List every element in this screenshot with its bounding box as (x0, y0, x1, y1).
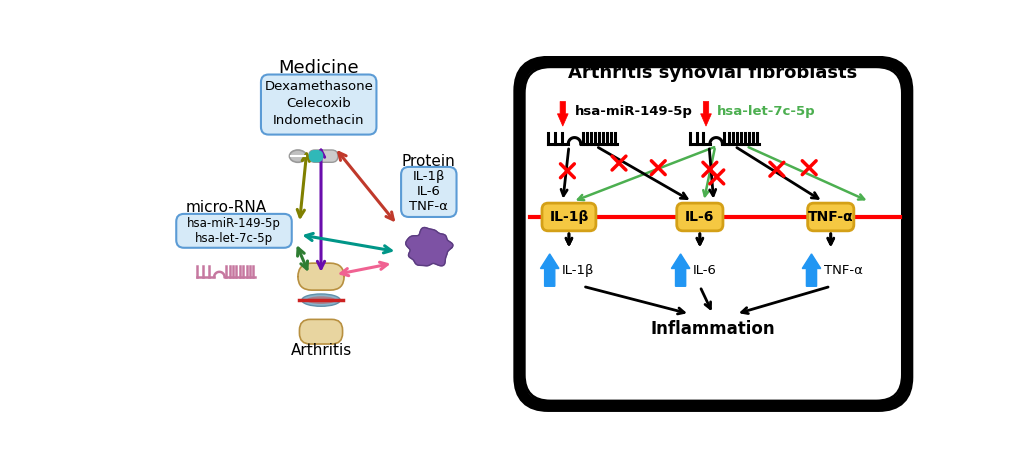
Text: TNF-α: TNF-α (807, 210, 853, 224)
Polygon shape (700, 101, 710, 126)
Polygon shape (406, 227, 452, 266)
FancyBboxPatch shape (261, 75, 376, 134)
Ellipse shape (306, 296, 335, 304)
Polygon shape (671, 254, 689, 286)
Text: hsa-miR-149-5p: hsa-miR-149-5p (575, 105, 692, 118)
FancyBboxPatch shape (309, 150, 323, 163)
Text: IL-6: IL-6 (685, 210, 714, 224)
FancyBboxPatch shape (300, 319, 342, 344)
FancyBboxPatch shape (807, 203, 853, 231)
FancyBboxPatch shape (541, 203, 595, 231)
Ellipse shape (289, 150, 306, 163)
Text: Inflammation: Inflammation (650, 320, 774, 339)
Ellipse shape (302, 294, 340, 306)
Text: Celecoxib: Celecoxib (286, 97, 351, 110)
Text: IL-6: IL-6 (417, 185, 440, 198)
Text: IL-1β: IL-1β (412, 170, 444, 183)
Text: hsa-let-7c-5p: hsa-let-7c-5p (195, 232, 273, 245)
Polygon shape (802, 254, 820, 286)
Text: micro-RNA: micro-RNA (185, 200, 266, 215)
FancyBboxPatch shape (519, 62, 907, 406)
FancyBboxPatch shape (309, 150, 337, 163)
Text: Medicine: Medicine (278, 58, 359, 77)
FancyBboxPatch shape (298, 263, 343, 290)
Text: Arthritis synovial fibroblasts: Arthritis synovial fibroblasts (568, 64, 857, 82)
Text: Arthritis: Arthritis (290, 343, 352, 359)
Text: IL-1β: IL-1β (561, 263, 594, 276)
Text: TNF-α: TNF-α (409, 200, 447, 213)
Text: TNF-α: TNF-α (823, 263, 862, 276)
Text: IL-1β: IL-1β (548, 210, 588, 224)
FancyBboxPatch shape (676, 203, 722, 231)
FancyBboxPatch shape (524, 67, 902, 401)
Text: Dexamethasone: Dexamethasone (264, 80, 373, 93)
Polygon shape (540, 254, 558, 286)
Polygon shape (556, 101, 568, 126)
FancyBboxPatch shape (176, 214, 291, 248)
Text: IL-6: IL-6 (692, 263, 716, 276)
FancyBboxPatch shape (400, 167, 457, 217)
Text: hsa-miR-149-5p: hsa-miR-149-5p (186, 217, 280, 230)
Text: Indomethacin: Indomethacin (273, 114, 364, 127)
Text: Protein: Protein (401, 154, 455, 169)
Text: hsa-let-7c-5p: hsa-let-7c-5p (716, 105, 814, 118)
